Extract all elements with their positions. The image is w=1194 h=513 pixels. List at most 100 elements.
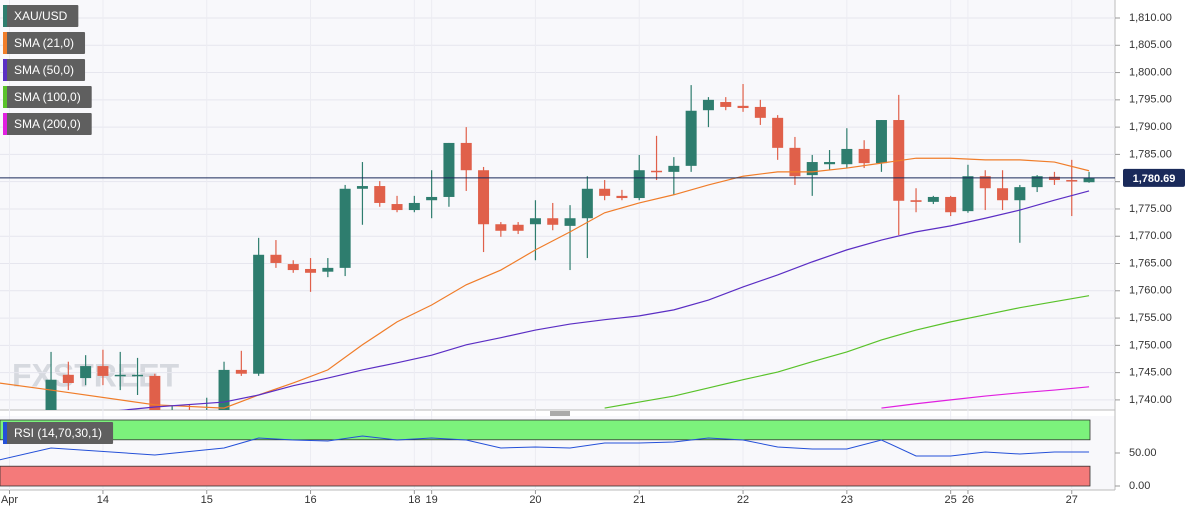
candle-body	[339, 188, 351, 268]
x-tick-label: 22	[737, 494, 749, 506]
legend-label: SMA (21,0)	[14, 36, 74, 50]
y-tick-label: 1,805.00	[1129, 39, 1172, 51]
candle-body	[97, 366, 109, 376]
candle-body	[218, 369, 230, 410]
candle-body	[962, 176, 974, 212]
candle-body	[1014, 187, 1026, 201]
candle-body	[45, 379, 57, 410]
y-tick-label: 1,790.00	[1129, 121, 1172, 133]
y-tick-label: 1,800.00	[1129, 66, 1172, 78]
candle-body	[927, 196, 939, 202]
y-tick-label: 1,795.00	[1129, 94, 1172, 106]
candle-body	[529, 218, 541, 225]
rsi-line	[0, 435, 1090, 461]
candle-body	[478, 170, 490, 225]
sma-line	[881, 386, 1090, 409]
candle-body	[685, 110, 697, 166]
candle-body	[80, 366, 92, 379]
candle-body	[184, 414, 195, 416]
candle-body	[408, 202, 420, 211]
candle-body	[235, 369, 247, 374]
x-tick-label: Apr	[1, 494, 18, 506]
candle-body	[633, 170, 645, 199]
legend-item	[3, 86, 92, 108]
rsi-legend-label: RSI (14,70,30,1)	[14, 426, 102, 440]
y-tick-label: 1,775.00	[1129, 203, 1172, 215]
x-tick-label: 27	[1066, 494, 1078, 506]
candle-body	[1083, 177, 1095, 183]
candle-body	[945, 196, 957, 213]
candle-body	[875, 120, 887, 164]
candle-body	[287, 264, 299, 271]
legend-swatch	[3, 32, 7, 54]
candle-body	[858, 148, 870, 164]
y-tick-label: 1,750.00	[1129, 339, 1172, 351]
candle-body	[997, 188, 1009, 201]
y-tick-label: 1,785.00	[1129, 148, 1172, 160]
candle-body	[841, 148, 853, 165]
candle-body	[616, 195, 628, 199]
last-price-box	[1123, 168, 1185, 187]
candle-body	[495, 224, 507, 231]
rsi-y-tick-label: 0.00	[1129, 480, 1150, 492]
x-tick-label: 25	[945, 494, 957, 506]
candle-body	[824, 162, 836, 165]
candle-body	[1031, 176, 1043, 188]
legend-swatch	[3, 422, 7, 444]
y-tick-label: 1,810.00	[1129, 12, 1172, 24]
candle-body	[702, 99, 714, 111]
legend-label: SMA (100,0)	[14, 90, 81, 104]
candle-body	[426, 196, 438, 201]
candle-body	[668, 165, 680, 172]
candle-body	[253, 254, 265, 374]
candle-body	[114, 374, 126, 377]
pane-resize-handle[interactable]	[550, 411, 570, 416]
candle-body	[1066, 180, 1078, 182]
rsi-y-tick-label: 50.00	[1129, 447, 1157, 459]
candle-body	[443, 142, 455, 197]
candle-body	[305, 268, 317, 273]
candle-body	[460, 142, 472, 171]
candle-body	[149, 375, 161, 410]
candle-body	[754, 106, 766, 118]
legend-item	[3, 5, 79, 27]
y-tick-label: 1,740.00	[1129, 394, 1172, 406]
x-tick-label: 16	[304, 494, 316, 506]
candle-body	[270, 254, 282, 263]
x-tick-label: 20	[529, 494, 541, 506]
oversold-band	[0, 465, 1091, 487]
candle-body	[356, 186, 368, 189]
legend-item	[3, 113, 92, 135]
y-tick-label: 1,745.00	[1129, 367, 1172, 379]
y-tick-label: 1,760.00	[1129, 285, 1172, 297]
legend-swatch	[3, 5, 7, 27]
legend-item	[3, 32, 86, 54]
candle-body	[581, 188, 593, 219]
candle-body	[737, 105, 749, 109]
candle-body	[564, 218, 576, 226]
candle-body	[132, 374, 144, 377]
candle-body	[374, 186, 386, 203]
sma-line	[0, 157, 1090, 409]
y-tick-label: 1,765.00	[1129, 257, 1172, 269]
price-pane	[0, 0, 1115, 410]
x-tick-label: 21	[633, 494, 645, 506]
candle-body	[167, 414, 178, 417]
candle-body	[651, 170, 663, 173]
candle-body	[322, 267, 334, 272]
x-tick-label: 19	[426, 494, 438, 506]
x-tick-label: 15	[201, 494, 213, 506]
x-tick-label: 23	[841, 494, 853, 506]
legend-label: SMA (50,0)	[14, 63, 74, 77]
x-tick-label: 14	[97, 494, 109, 506]
last-price-label: 1,780.69	[1133, 173, 1176, 185]
candle-body	[979, 176, 991, 189]
rsi-legend	[3, 422, 114, 444]
x-tick-label: 26	[962, 494, 974, 506]
legend-swatch	[3, 113, 7, 135]
candle-body	[789, 147, 801, 177]
sma-line	[604, 295, 1090, 409]
candle-body	[599, 188, 611, 196]
